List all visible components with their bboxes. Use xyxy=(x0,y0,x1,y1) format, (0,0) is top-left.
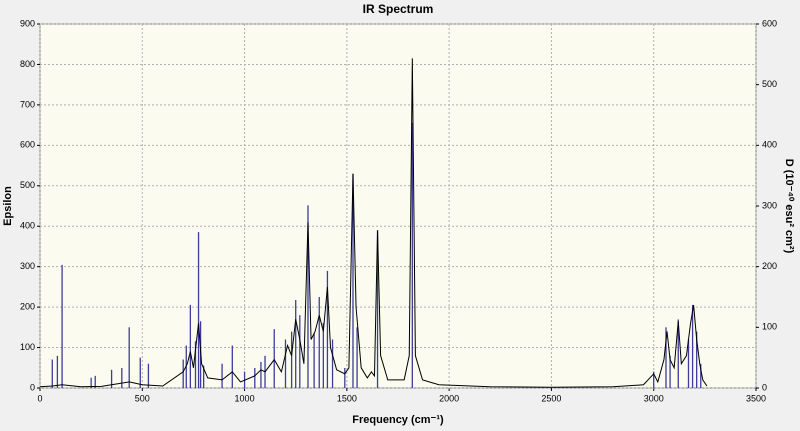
y-tick-label: 700 xyxy=(20,99,35,109)
y2-axis-label: D (10⁻⁴⁰ esu² cm²) xyxy=(783,159,795,254)
x-tick-label: 2500 xyxy=(541,393,561,403)
y2-tick-label: 200 xyxy=(762,261,777,271)
y2-tick-label: 100 xyxy=(762,322,777,332)
y2-tick-label: 500 xyxy=(762,79,777,89)
x-tick-label: 2000 xyxy=(439,393,459,403)
y2-tick-label: 300 xyxy=(762,200,777,210)
x-tick-label: 0 xyxy=(37,393,42,403)
spectrum-line xyxy=(39,58,708,388)
plot-area xyxy=(39,23,757,389)
x-tick-label: 500 xyxy=(135,393,150,403)
y2-tick-label: 600 xyxy=(762,18,777,28)
y-tick-label: 900 xyxy=(20,18,35,28)
x-tick-label: 3000 xyxy=(644,393,664,403)
y-tick-label: 300 xyxy=(20,261,35,271)
y-tick-label: 800 xyxy=(20,59,35,69)
y-axis-label: Epsilon xyxy=(2,186,14,226)
y2-tick-label: 400 xyxy=(762,140,777,150)
y-tick-label: 0 xyxy=(30,382,35,392)
y-tick-label: 100 xyxy=(20,342,35,352)
y-tick-label: 200 xyxy=(20,301,35,311)
y-tick-label: 600 xyxy=(20,140,35,150)
x-axis-label: Frequency (cm⁻¹) xyxy=(352,414,444,426)
y-tick-label: 400 xyxy=(20,221,35,231)
chart-title: IR Spectrum xyxy=(363,2,434,16)
x-tick-label: 1500 xyxy=(337,393,357,403)
x-tick-label: 1000 xyxy=(235,393,255,403)
x-tick-label: 3500 xyxy=(746,393,766,403)
y2-tick-label: 0 xyxy=(762,382,767,392)
y-tick-label: 500 xyxy=(20,180,35,190)
